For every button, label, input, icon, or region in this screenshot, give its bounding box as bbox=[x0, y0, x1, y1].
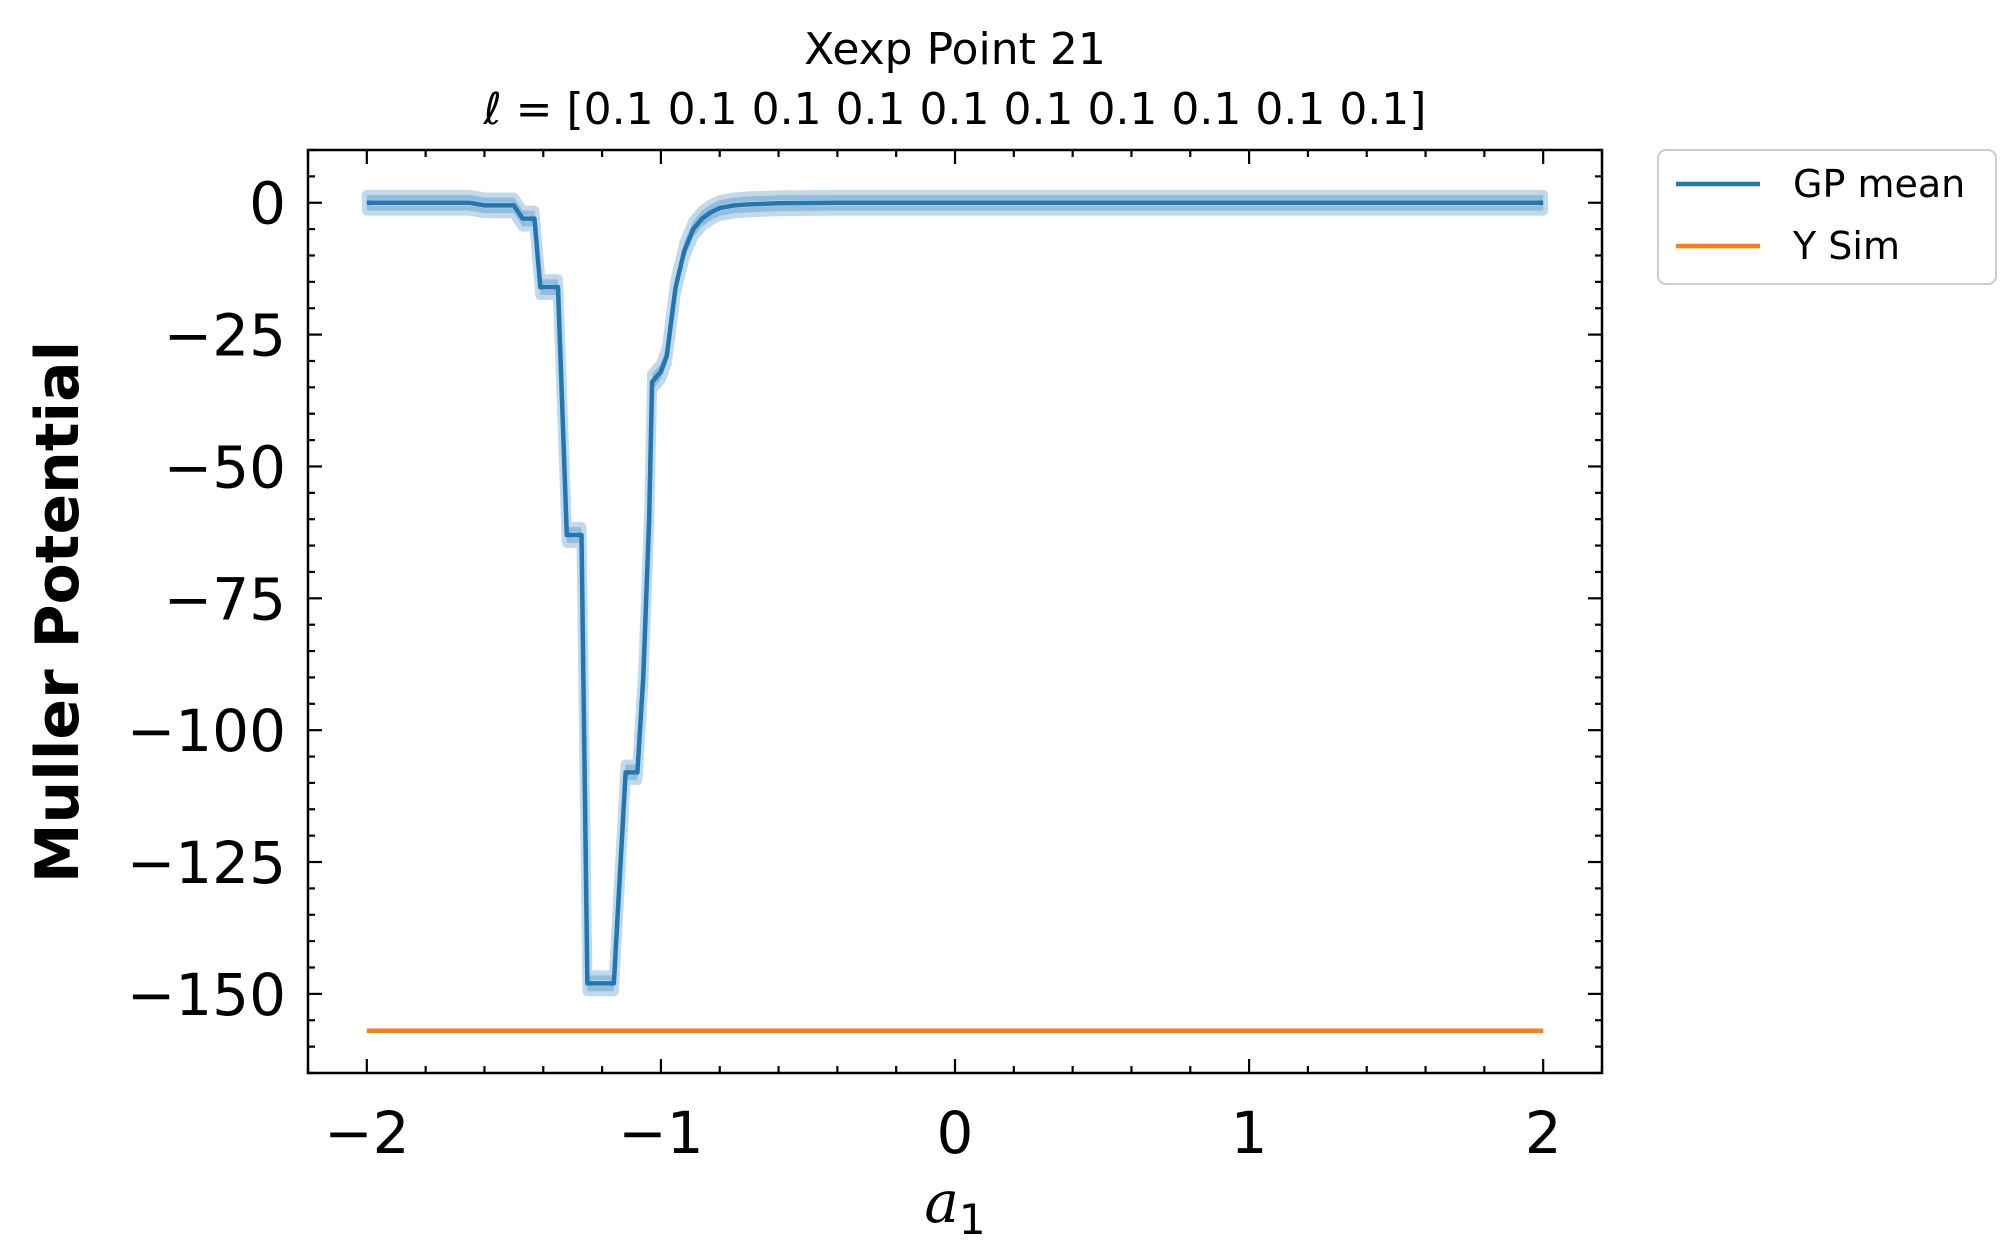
y-tick-label: −75 bbox=[164, 565, 286, 633]
y-tick-label: −100 bbox=[127, 697, 286, 765]
tick-layer bbox=[306, 148, 1604, 1075]
x-tick-label: 1 bbox=[1231, 1099, 1268, 1167]
y-tick-label: −150 bbox=[127, 961, 286, 1029]
legend-label-gp-mean: GP mean bbox=[1793, 162, 1965, 206]
legend: GP mean Y Sim bbox=[1657, 149, 1997, 285]
chart-subtitle: ℓ = [0.1 0.1 0.1 0.1 0.1 0.1 0.1 0.1 0.1… bbox=[483, 84, 1427, 135]
series-layer bbox=[366, 200, 1544, 1034]
chart-title: Xexp Point 21 bbox=[804, 24, 1106, 75]
y-tick-label: −50 bbox=[164, 433, 286, 501]
y-tick-labels: 0 −25 −50 −75 −100 −125 −150 bbox=[127, 170, 286, 1029]
legend-label-y-sim: Y Sim bbox=[1792, 224, 1900, 268]
axes-frame bbox=[306, 148, 1604, 1075]
series-line-gp-mean bbox=[366, 200, 1544, 986]
x-tick-labels: −2 −1 0 1 2 bbox=[324, 1099, 1562, 1167]
y-tick-label: −25 bbox=[164, 302, 286, 370]
y-tick-label: −125 bbox=[127, 829, 286, 897]
x-axis-label-base: a bbox=[924, 1168, 959, 1236]
x-tick-label: 2 bbox=[1525, 1099, 1562, 1167]
x-tick-label: −1 bbox=[618, 1099, 704, 1167]
x-tick-label: −2 bbox=[324, 1099, 410, 1167]
x-axis-label-subscript: 1 bbox=[959, 1195, 986, 1244]
x-axis-label: a1 bbox=[924, 1168, 985, 1244]
x-tick-label: 0 bbox=[937, 1099, 974, 1167]
confidence-band-layer bbox=[361, 189, 1549, 997]
confidence-band-gp-mean bbox=[361, 189, 1549, 997]
y-tick-label: 0 bbox=[249, 170, 286, 238]
y-axis-label: Muller Potential bbox=[23, 341, 93, 883]
